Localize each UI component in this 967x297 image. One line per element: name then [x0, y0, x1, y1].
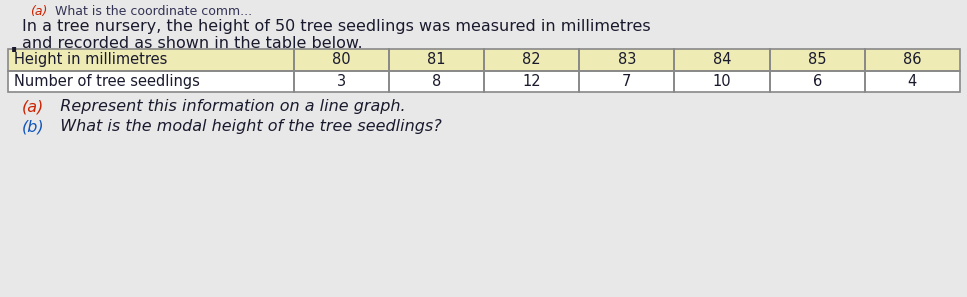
Bar [389, 70, 484, 92]
Text: Height in millimetres: Height in millimetres [14, 52, 167, 67]
Bar [864, 49, 960, 70]
Bar [579, 49, 674, 70]
Text: 4: 4 [908, 74, 917, 89]
Bar [770, 70, 864, 92]
Bar [484, 70, 579, 92]
Text: 83: 83 [618, 52, 636, 67]
Text: 8: 8 [432, 74, 441, 89]
Bar [864, 70, 960, 92]
Bar [484, 49, 579, 70]
Bar [389, 70, 484, 92]
Bar [294, 70, 389, 92]
Text: 85: 85 [808, 52, 827, 67]
Bar [770, 49, 864, 70]
Bar [674, 49, 770, 70]
Bar [294, 49, 389, 70]
Text: In a tree nursery, the height of 50 tree seedlings was measured in millimetres: In a tree nursery, the height of 50 tree… [22, 19, 651, 34]
Text: (b): (b) [22, 119, 44, 134]
Text: 80: 80 [332, 52, 350, 67]
Bar [8, 70, 294, 92]
Text: 82: 82 [522, 52, 541, 67]
Bar [484, 49, 579, 70]
Bar [579, 70, 674, 92]
Text: (a): (a) [30, 5, 47, 18]
Text: 7: 7 [622, 74, 631, 89]
Text: 12: 12 [522, 74, 541, 89]
Bar [8, 70, 294, 92]
Bar [294, 49, 389, 70]
Bar [674, 70, 770, 92]
Bar [674, 49, 770, 70]
Text: What is the coordinate comm...: What is the coordinate comm... [55, 5, 252, 18]
Text: .: . [8, 22, 20, 60]
Text: 3: 3 [337, 74, 346, 89]
Text: (a): (a) [22, 99, 44, 114]
Text: Represent this information on a line graph.: Represent this information on a line gra… [50, 99, 405, 114]
Bar [484, 70, 579, 92]
Bar [579, 70, 674, 92]
Bar [579, 49, 674, 70]
Text: 86: 86 [903, 52, 922, 67]
Text: and recorded as shown in the table below.: and recorded as shown in the table below… [22, 36, 363, 51]
Bar [8, 49, 294, 70]
Bar [864, 49, 960, 70]
Text: What is the modal height of the tree seedlings?: What is the modal height of the tree see… [50, 119, 442, 134]
Bar [294, 70, 389, 92]
Bar [864, 70, 960, 92]
Bar [8, 49, 294, 70]
Text: 81: 81 [427, 52, 446, 67]
Bar [389, 49, 484, 70]
Text: 10: 10 [713, 74, 731, 89]
Bar [674, 70, 770, 92]
Bar [770, 70, 864, 92]
Text: Number of tree seedlings: Number of tree seedlings [14, 74, 200, 89]
Bar [770, 49, 864, 70]
Bar [389, 49, 484, 70]
Text: 6: 6 [812, 74, 822, 89]
Text: 84: 84 [713, 52, 731, 67]
